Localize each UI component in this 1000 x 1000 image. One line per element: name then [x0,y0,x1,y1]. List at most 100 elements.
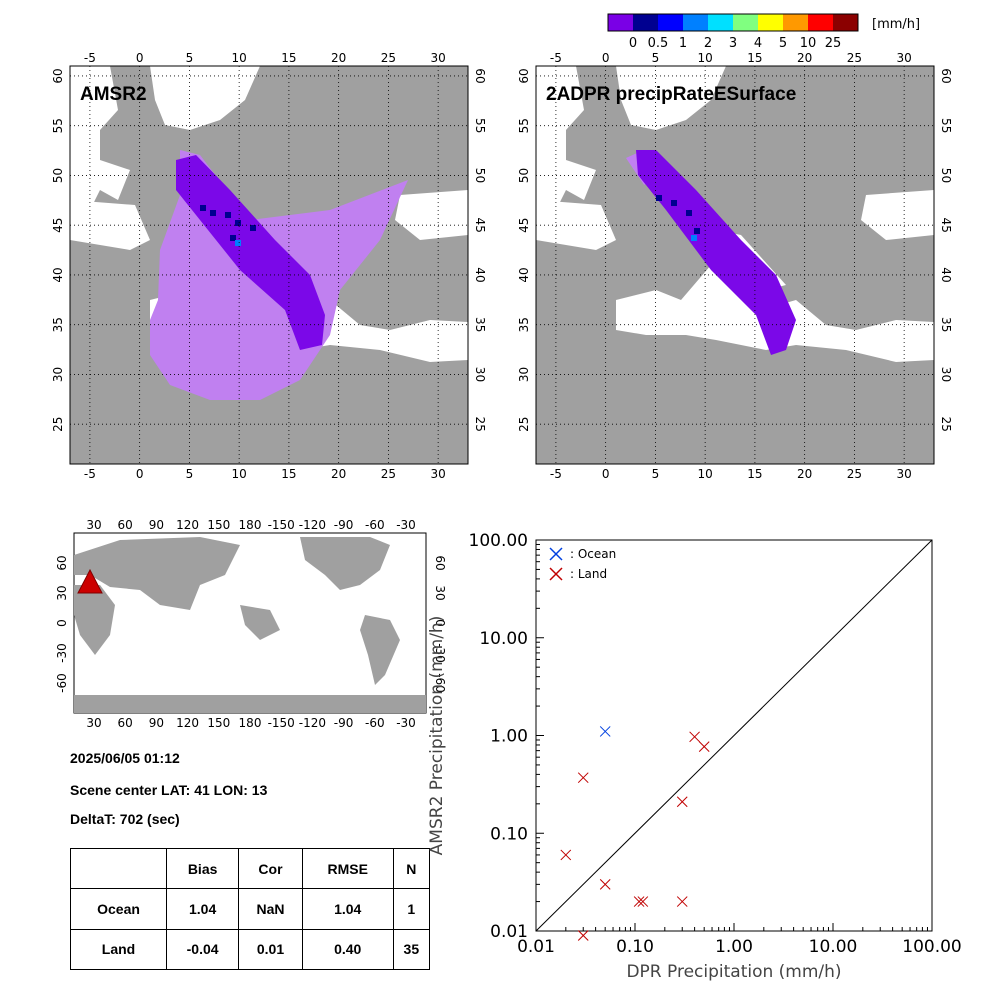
stats-cell: 1.04 [166,888,240,930]
world-lat-tick-label: 60 [55,555,69,570]
lat-tick-label: 35 [51,317,65,332]
lat-tick-label: 50 [517,168,531,183]
scatter-point [698,741,710,752]
colorbar-swatch [658,14,683,31]
lon-tick-label: 0 [136,467,144,481]
colorbar-swatch [733,14,758,31]
lat-tick-label: 40 [517,267,531,282]
scene-center: Scene center LAT: 41 LON: 13 [70,782,268,798]
colorbar-tick-label: 2 [704,36,712,51]
legend-label: : Ocean [570,547,616,561]
lat-tick-label: 55 [473,118,487,133]
x-tick-label: 0.01 [517,937,555,957]
world-lon-tick-label: -30 [396,518,416,532]
atlantic-sea [536,66,596,210]
world-lon-tick-label: -120 [299,716,326,730]
lat-tick-label: 30 [517,367,531,382]
world-lon-tick-label: 150 [207,518,230,532]
stats-cell: 1.04 [301,888,394,930]
world-lon-tick-label: 150 [207,716,230,730]
stats-row-land: Land -0.04 0.01 0.40 35 [69,928,431,971]
stats-header-cell: Cor [238,847,303,890]
scatter-point [599,879,611,890]
world-map: 30 30 60 60 90 90 120 120 150 150 180 180 -150 -150 -1… [55,518,447,730]
scene-datetime: 2025/06/05 01:12 [70,750,180,766]
lat-tick-label: 30 [51,367,65,382]
stats-cell: Land [69,928,168,971]
world-landmasses [74,537,426,713]
colorbar-outline [607,13,859,32]
scatter-point [676,896,688,907]
lon-tick-label: 20 [797,51,812,65]
lon-tick-label: 10 [698,467,713,481]
lat-tick-label: 50 [939,168,953,183]
colorbar-tick-label: 5 [779,36,787,51]
lat-tick-label: 45 [517,218,531,233]
world-lon-tick-label: -60 [365,716,385,730]
lon-tick-label: 5 [186,467,194,481]
colorbar-tick-label: 0.5 [648,36,669,51]
scatter-point [560,849,572,861]
y-tick-label: 0.10 [490,824,528,844]
lon-tick-label: 25 [847,467,862,481]
scene-delta-t: DeltaT: 702 (sec) [70,811,180,827]
lon-tick-label: 0 [136,51,144,65]
lat-tick-label: 45 [939,218,953,233]
colorbar: [mm/h] 0 0.5 1 2 3 4 5 10 25 [607,13,920,51]
lat-tick-label: 50 [51,168,65,183]
legend-label: : Land [570,567,607,581]
world-lat-tick-label: 30 [55,585,69,600]
lat-tick-label: 35 [517,317,531,332]
x-tick-label: 100.00 [902,937,961,957]
lon-tick-label: 20 [331,51,346,65]
lat-tick-label: 25 [939,417,953,432]
colorbar-swatch [633,14,658,31]
location-marker [77,568,103,594]
scatter-point [599,726,611,737]
amsr2-rain-cell [235,240,241,246]
stats-cell: 0.01 [238,928,303,971]
scatter-point [689,731,700,743]
world-lon-tick-label: -60 [365,518,385,532]
amsr2-dark-swath [176,155,325,350]
lon-tick-label: 20 [797,467,812,481]
world-lon-tick-label: 30 [86,518,101,532]
world-lon-tick-label: 90 [149,518,164,532]
dpr-rain-cell [691,235,697,241]
stats-header-cell: RMSE [301,847,394,890]
black-sea [861,190,934,240]
world-lat-tick-label: -60 [433,673,447,693]
x-tick-label: 1.00 [715,937,753,957]
world-lon-tick-label: 90 [149,716,164,730]
stats-header-cell [69,847,168,890]
lat-tick-label: 40 [939,267,953,282]
scatter-point [577,930,589,941]
stats-header-cell: N [392,847,431,890]
atlantic-sea [70,66,130,210]
lat-tick-label: 60 [939,68,953,83]
lat-tick-label: 55 [51,118,65,133]
world-lat-tick-label: -30 [55,643,69,663]
lon-tick-label: -5 [84,467,96,481]
north-sea [616,66,726,130]
left-map-title: AMSR2 [80,84,147,105]
stats-header-cell: Bias [166,847,240,890]
lon-tick-label: 5 [652,467,660,481]
x-tick-label: 10.00 [809,937,858,957]
lon-tick-label: -5 [550,51,562,65]
lon-tick-label: 10 [232,467,247,481]
lat-tick-label: 35 [939,317,953,332]
north-sea [150,66,260,130]
lon-tick-label: 5 [186,51,194,65]
world-lon-tick-label: 60 [118,716,133,730]
colorbar-swatch [808,14,833,31]
lon-tick-label: 20 [331,467,346,481]
amsr2-heavy-rain-cells [200,205,256,241]
lon-tick-label: 15 [747,467,762,481]
scatter-point [637,896,649,907]
world-map-ticks: 30 30 60 60 90 90 120 120 150 150 180 180 -150 -150 -1… [55,518,447,730]
world-lon-tick-label: -90 [334,518,354,532]
lat-tick-label: 45 [473,218,487,233]
world-lon-tick-label: 180 [239,716,262,730]
